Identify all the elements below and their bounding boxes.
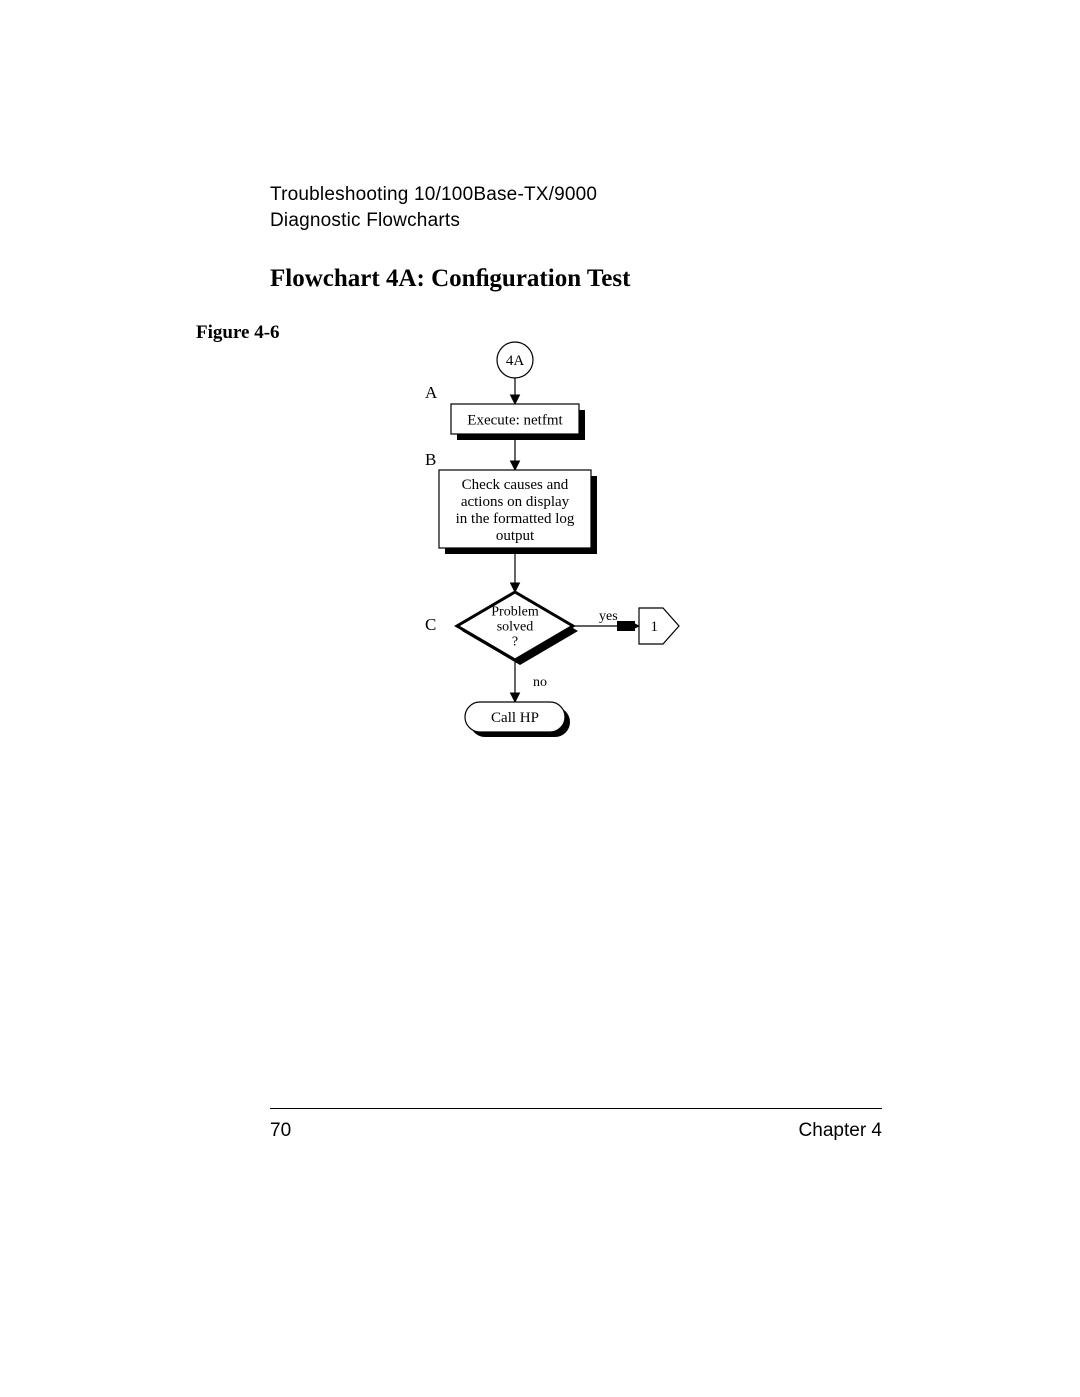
node-off1: 1: [617, 608, 679, 644]
chapter-label: Chapter 4: [799, 1120, 882, 1142]
svg-text:Check causes and: Check causes and: [462, 477, 569, 493]
node-A: Execute: netfmt A: [425, 383, 585, 440]
svg-text:1: 1: [650, 619, 658, 635]
node-C: Problemsolved? C: [425, 592, 578, 665]
node-end: Call HP: [465, 702, 570, 737]
footer-rule: [270, 1108, 882, 1109]
svg-text:Call HP: Call HP: [491, 710, 539, 726]
running-head: Troubleshooting 10/100Base-TX/9000 Diagn…: [270, 182, 597, 233]
svg-text:no: no: [533, 675, 547, 690]
section-title: Flowchart 4A: Conﬁguration Test: [270, 265, 630, 293]
svg-text:yes: yes: [599, 609, 618, 624]
svg-text:output: output: [496, 528, 535, 544]
running-head-line1: Troubleshooting 10/100Base-TX/9000: [270, 184, 597, 205]
page: Troubleshooting 10/100Base-TX/9000 Diagn…: [0, 0, 1080, 1397]
svg-text:Problem: Problem: [491, 605, 539, 620]
svg-text:actions on display: actions on display: [461, 494, 570, 510]
page-number: 70: [270, 1120, 291, 1142]
svg-text:B: B: [425, 450, 436, 469]
svg-text:A: A: [425, 383, 438, 402]
running-head-line2: Diagnostic Flowcharts: [270, 210, 460, 231]
svg-text:4A: 4A: [506, 353, 525, 369]
svg-text:?: ?: [512, 635, 518, 650]
svg-text:C: C: [425, 615, 436, 634]
node-B: Check causes andactions on displayin the…: [425, 450, 597, 554]
flowchart: yes no 4A Execute: netfmt A Check causes anda…: [405, 330, 695, 770]
node-start: 4A: [497, 342, 533, 378]
svg-text:Execute: netfmt: Execute: netfmt: [467, 413, 563, 429]
svg-text:in the formatted log: in the formatted log: [456, 511, 575, 527]
svg-text:solved: solved: [497, 620, 534, 635]
figure-label: Figure 4-6: [196, 322, 280, 344]
